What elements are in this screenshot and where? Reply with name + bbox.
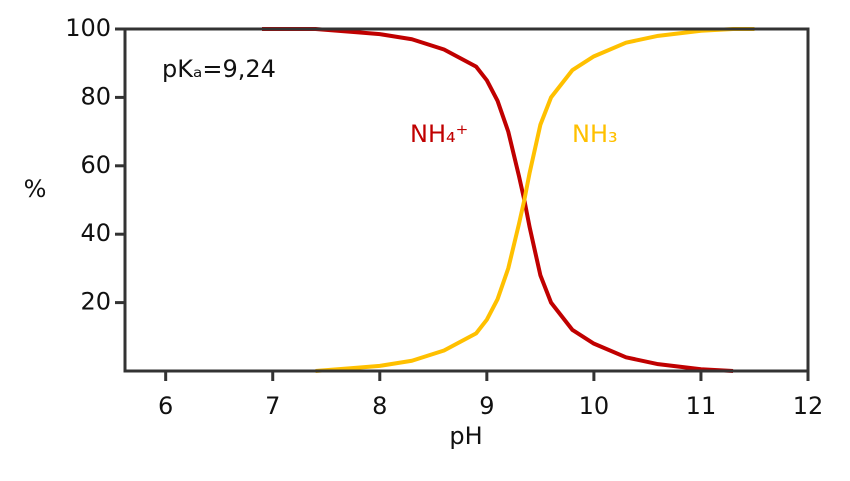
series-label: NH₄⁺ [410,120,468,148]
x-tick-label: 9 [479,392,494,420]
x-axis-label: pH [449,422,482,450]
x-tick-label: 8 [372,392,387,420]
x-tick-label: 7 [265,392,280,420]
series-line [315,27,755,373]
y-tick-label: 60 [80,151,111,179]
y-axis-label: % [24,175,47,203]
y-tick-label: 40 [80,219,111,247]
x-tick-label: 12 [793,392,824,420]
x-tick-label: 10 [579,392,610,420]
annotation: pKₐ=9,24 [162,55,276,83]
plot-frame [123,27,810,373]
x-tick-label: 11 [686,392,717,420]
y-tick-label: 20 [80,288,111,316]
series-line [262,27,734,373]
y-tick-label: 80 [80,82,111,110]
y-tick-label: 100 [65,14,111,42]
x-tick-label: 6 [158,392,173,420]
series-label: NH₃ [572,120,618,148]
